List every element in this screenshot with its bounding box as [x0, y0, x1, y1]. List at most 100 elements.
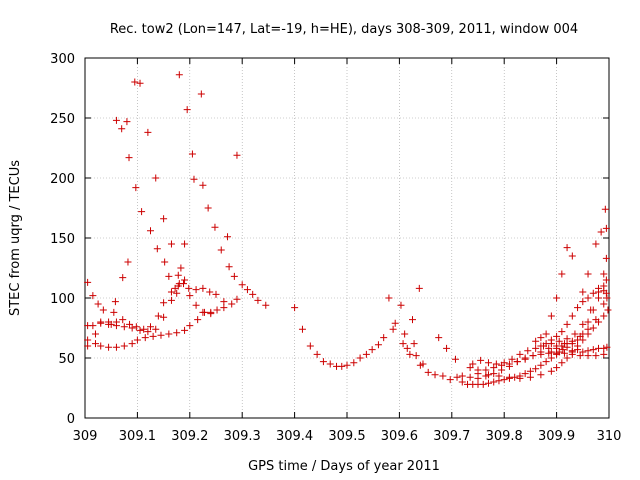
- data-point: [190, 175, 198, 183]
- data-point: [568, 337, 576, 345]
- data-point: [547, 336, 555, 344]
- data-point: [602, 224, 610, 232]
- data-point: [181, 276, 189, 284]
- x-tick-label: 309.7: [433, 429, 470, 444]
- data-point: [600, 344, 608, 352]
- data-point: [545, 344, 553, 352]
- data-point: [592, 352, 600, 360]
- data-point: [589, 289, 597, 297]
- data-point: [136, 326, 144, 334]
- data-point: [579, 336, 587, 344]
- data-point: [399, 340, 407, 348]
- data-point: [458, 378, 466, 386]
- data-point: [233, 151, 241, 159]
- x-tick-label: 310: [597, 429, 622, 444]
- data-point: [105, 320, 113, 328]
- data-point: [521, 355, 529, 363]
- data-point: [410, 340, 418, 348]
- data-point: [458, 372, 466, 380]
- data-point: [563, 340, 571, 348]
- data-point: [368, 346, 376, 354]
- data-point: [600, 287, 608, 295]
- data-point: [600, 350, 608, 358]
- data-point: [602, 276, 610, 284]
- data-point: [600, 312, 608, 320]
- data-point: [603, 343, 611, 351]
- data-point: [537, 342, 545, 350]
- data-point: [555, 337, 563, 345]
- data-point: [547, 312, 555, 320]
- data-point: [230, 272, 238, 280]
- data-point: [595, 318, 603, 326]
- data-point: [453, 373, 461, 381]
- data-point: [508, 355, 516, 363]
- data-point: [484, 371, 492, 379]
- x-tick-label: 309.1: [119, 429, 156, 444]
- data-point: [537, 371, 545, 379]
- data-point: [409, 316, 416, 324]
- data-point: [576, 332, 584, 340]
- y-axis-label: STEC from uqrg / TECUs: [8, 160, 23, 316]
- data-point: [133, 336, 141, 344]
- axis-ticks: [84, 57, 610, 419]
- data-point: [350, 359, 358, 367]
- data-point: [124, 258, 132, 266]
- data-point: [84, 342, 92, 350]
- data-point: [526, 367, 534, 375]
- data-point: [144, 328, 152, 336]
- data-point: [574, 346, 582, 354]
- data-point: [584, 270, 592, 278]
- data-point: [526, 373, 534, 381]
- data-point: [225, 263, 233, 271]
- data-point: [553, 294, 561, 302]
- data-point: [542, 358, 550, 366]
- data-point: [160, 215, 168, 223]
- data-point: [185, 284, 193, 292]
- data-point: [84, 336, 92, 344]
- data-point: [553, 332, 561, 340]
- data-point: [403, 344, 411, 352]
- data-point: [524, 347, 532, 355]
- data-point: [469, 360, 477, 368]
- data-point: [126, 320, 134, 328]
- data-point: [89, 322, 97, 330]
- data-point: [204, 204, 212, 212]
- data-point: [604, 306, 612, 314]
- data-point: [224, 233, 232, 241]
- data-point: [212, 290, 220, 298]
- data-point: [589, 324, 597, 332]
- data-point: [532, 344, 540, 352]
- data-point: [175, 71, 183, 79]
- data-point: [484, 359, 492, 367]
- data-point: [431, 371, 439, 379]
- data-point: [144, 128, 152, 136]
- data-point: [563, 244, 571, 252]
- data-point: [192, 286, 200, 294]
- data-point: [165, 330, 173, 338]
- x-tick-label: 309.5: [328, 429, 365, 444]
- data-point: [128, 324, 136, 332]
- data-point: [243, 286, 251, 294]
- data-point: [160, 313, 168, 321]
- data-point: [563, 354, 571, 362]
- data-point: [175, 280, 183, 288]
- data-point: [439, 372, 447, 380]
- data-point: [568, 347, 576, 355]
- data-point: [553, 364, 561, 372]
- data-point: [466, 373, 474, 381]
- data-point: [532, 365, 540, 373]
- data-point: [558, 328, 566, 336]
- data-point: [490, 378, 498, 386]
- data-point: [152, 174, 160, 182]
- data-point: [131, 78, 139, 86]
- data-point: [571, 330, 579, 338]
- data-point: [592, 240, 600, 248]
- data-point: [254, 296, 262, 304]
- data-point: [595, 294, 603, 302]
- data-point: [181, 326, 189, 334]
- data-point: [595, 284, 603, 292]
- data-point: [490, 370, 498, 378]
- data-point: [397, 301, 405, 309]
- data-point: [597, 228, 605, 236]
- y-axis-tick-labels: 0 50 100 150 200 250 300: [50, 52, 75, 427]
